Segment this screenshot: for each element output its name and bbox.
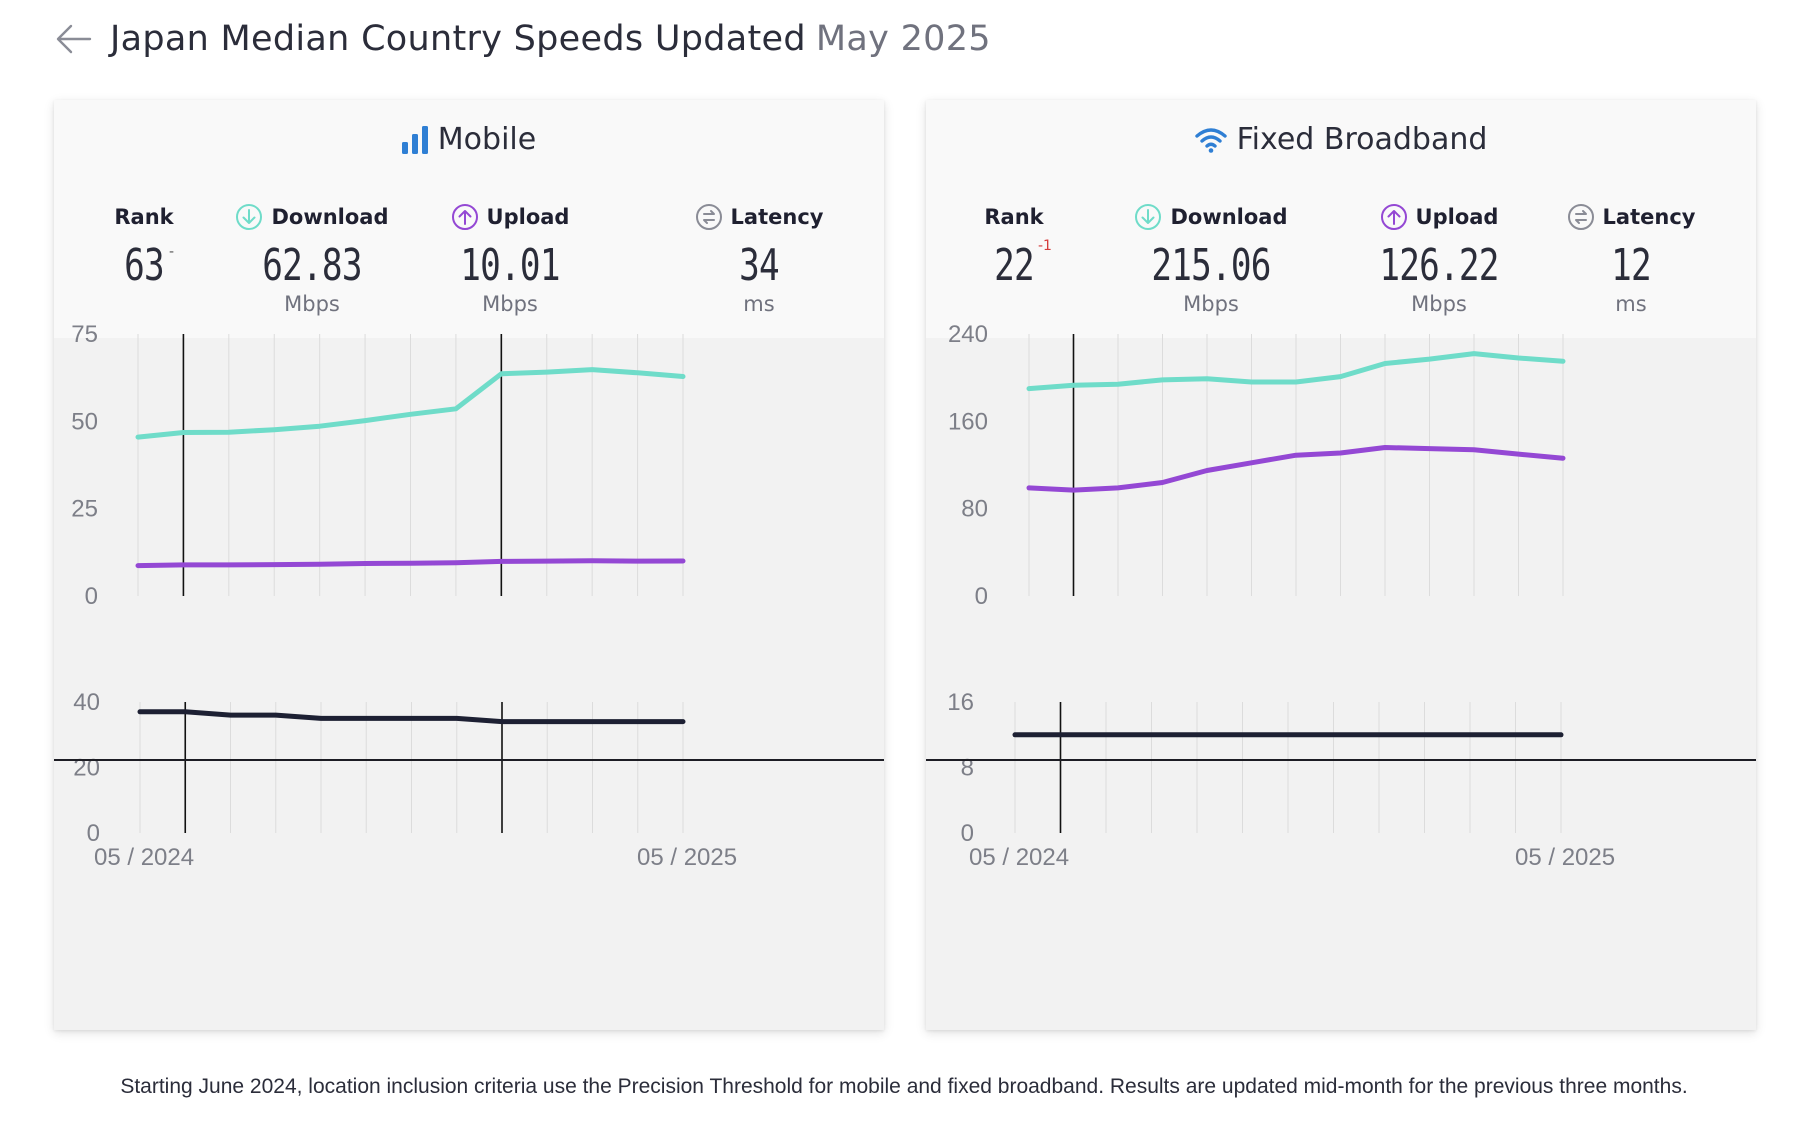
latency-value: 34 bbox=[739, 240, 780, 291]
upload-label: Upload bbox=[1339, 202, 1539, 232]
rank-change: - bbox=[169, 244, 175, 260]
fixed-latency-chart: 0 8 16 05 / 2024 05 / 2025 bbox=[947, 689, 1615, 871]
y-tick-label: 160 bbox=[948, 408, 988, 435]
rank-change: -1 bbox=[1038, 238, 1052, 254]
download-series-line bbox=[135, 367, 686, 440]
mobile-upload: Upload 10.01 Mbps bbox=[410, 202, 610, 316]
fixed-title-label: Fixed Broadband bbox=[1236, 122, 1488, 157]
rank-value-text: 63 bbox=[124, 240, 165, 291]
latency-value: 12 bbox=[1611, 240, 1652, 291]
y-tick-label: 8 bbox=[961, 755, 974, 782]
x-tick-label: 05 / 2024 bbox=[94, 844, 194, 871]
fixed-upload: Upload 126.22 Mbps bbox=[1339, 202, 1539, 316]
mobile-download: Download 62.83 Mbps bbox=[212, 202, 412, 316]
latency-unit: ms bbox=[1615, 292, 1647, 316]
upload-unit: Mbps bbox=[482, 292, 538, 316]
upload-label: Upload bbox=[410, 202, 610, 232]
mobile-rank: Rank 63 - bbox=[54, 202, 244, 292]
mobile-latency: Latency 34 ms bbox=[659, 202, 859, 316]
upload-value: 126.22 bbox=[1379, 240, 1499, 291]
page-title-text: Japan Median Country Speeds Updated bbox=[110, 19, 806, 59]
signal-bars-icon bbox=[401, 125, 428, 154]
rank-value: 22 bbox=[936, 240, 1092, 292]
page-header: Japan Median Country Speeds Updated May 2… bbox=[54, 14, 991, 64]
y-tick-label: 50 bbox=[71, 408, 98, 435]
x-tick-label: 05 / 2025 bbox=[637, 844, 737, 871]
upload-icon bbox=[451, 204, 478, 230]
fixed-download: Download 215.06 Mbps bbox=[1111, 202, 1311, 316]
latency-series-line bbox=[137, 709, 686, 725]
y-tick-label: 75 bbox=[71, 321, 98, 348]
fixed-charts: 0 80 160 240 0 8 16 05 / 2024 05 / 2025 bbox=[947, 321, 1615, 871]
download-label: Download bbox=[1111, 202, 1311, 232]
upload-series-line bbox=[135, 558, 686, 569]
download-value: 62.83 bbox=[262, 240, 362, 291]
y-tick-label: 0 bbox=[87, 820, 100, 847]
latency-unit: ms bbox=[743, 292, 775, 316]
y-tick-label: 25 bbox=[71, 496, 98, 523]
fixed-summary: Fixed Broadband Rank 22 -1 Download 215.… bbox=[926, 100, 1756, 338]
fixed-card-title: Fixed Broadband bbox=[926, 122, 1756, 157]
back-arrow-icon[interactable] bbox=[54, 19, 94, 59]
mobile-summary: Mobile Rank 63 - Download 62.83 Mbps bbox=[54, 100, 884, 338]
y-tick-label: 16 bbox=[947, 689, 974, 716]
y-tick-label: 0 bbox=[85, 583, 98, 610]
download-label-text: Download bbox=[1170, 205, 1288, 229]
upload-value: 10.01 bbox=[460, 240, 560, 291]
upload-icon bbox=[1380, 204, 1407, 230]
upload-series-line bbox=[1026, 445, 1566, 493]
download-unit: Mbps bbox=[284, 292, 340, 316]
latency-label-text: Latency bbox=[1602, 205, 1696, 229]
download-label: Download bbox=[212, 202, 412, 232]
y-tick-label: 80 bbox=[961, 496, 988, 523]
fixed-speed-chart: 0 80 160 240 bbox=[948, 321, 1566, 610]
upload-label-text: Upload bbox=[486, 205, 570, 229]
y-tick-label: 240 bbox=[948, 321, 988, 348]
upload-label-text: Upload bbox=[1415, 205, 1499, 229]
y-tick-label: 0 bbox=[975, 583, 988, 610]
y-tick-label: 0 bbox=[961, 820, 974, 847]
y-tick-label: 40 bbox=[73, 689, 100, 716]
rank-value-text: 22 bbox=[994, 240, 1035, 291]
download-icon bbox=[1135, 204, 1162, 230]
download-label-text: Download bbox=[271, 205, 389, 229]
chart-divider bbox=[926, 759, 1756, 761]
latency-label-text: Latency bbox=[730, 205, 824, 229]
fixed-card: Fixed Broadband Rank 22 -1 Download 215.… bbox=[926, 100, 1756, 1030]
latency-label: Latency bbox=[659, 202, 859, 232]
download-icon bbox=[236, 204, 263, 230]
footnote: Starting June 2024, location inclusion c… bbox=[120, 1075, 1688, 1098]
upload-unit: Mbps bbox=[1411, 292, 1467, 316]
rank-label: Rank bbox=[114, 205, 174, 229]
x-tick-label: 05 / 2024 bbox=[969, 844, 1069, 871]
rank-value: 63 bbox=[66, 240, 222, 292]
download-unit: Mbps bbox=[1183, 292, 1239, 316]
mobile-title-label: Mobile bbox=[437, 122, 537, 157]
latency-label: Latency bbox=[1531, 202, 1731, 232]
page-title: Japan Median Country Speeds Updated May 2… bbox=[110, 19, 991, 59]
fixed-latency: Latency 12 ms bbox=[1531, 202, 1731, 316]
rank-label: Rank bbox=[984, 205, 1044, 229]
download-value: 215.06 bbox=[1151, 240, 1271, 291]
chart-divider bbox=[54, 759, 884, 761]
mobile-card-title: Mobile bbox=[54, 122, 884, 157]
x-tick-label: 05 / 2025 bbox=[1515, 844, 1615, 871]
latency-icon bbox=[1567, 204, 1594, 230]
updated-date: May 2025 bbox=[815, 19, 991, 59]
latency-icon bbox=[695, 204, 722, 230]
wifi-icon bbox=[1194, 127, 1227, 153]
download-series-line bbox=[1026, 351, 1566, 392]
mobile-card: Mobile Rank 63 - Download 62.83 Mbps bbox=[54, 100, 884, 1030]
mobile-speed-chart: 0 25 50 75 bbox=[71, 321, 686, 610]
fixed-rank: Rank 22 -1 bbox=[926, 202, 1114, 292]
